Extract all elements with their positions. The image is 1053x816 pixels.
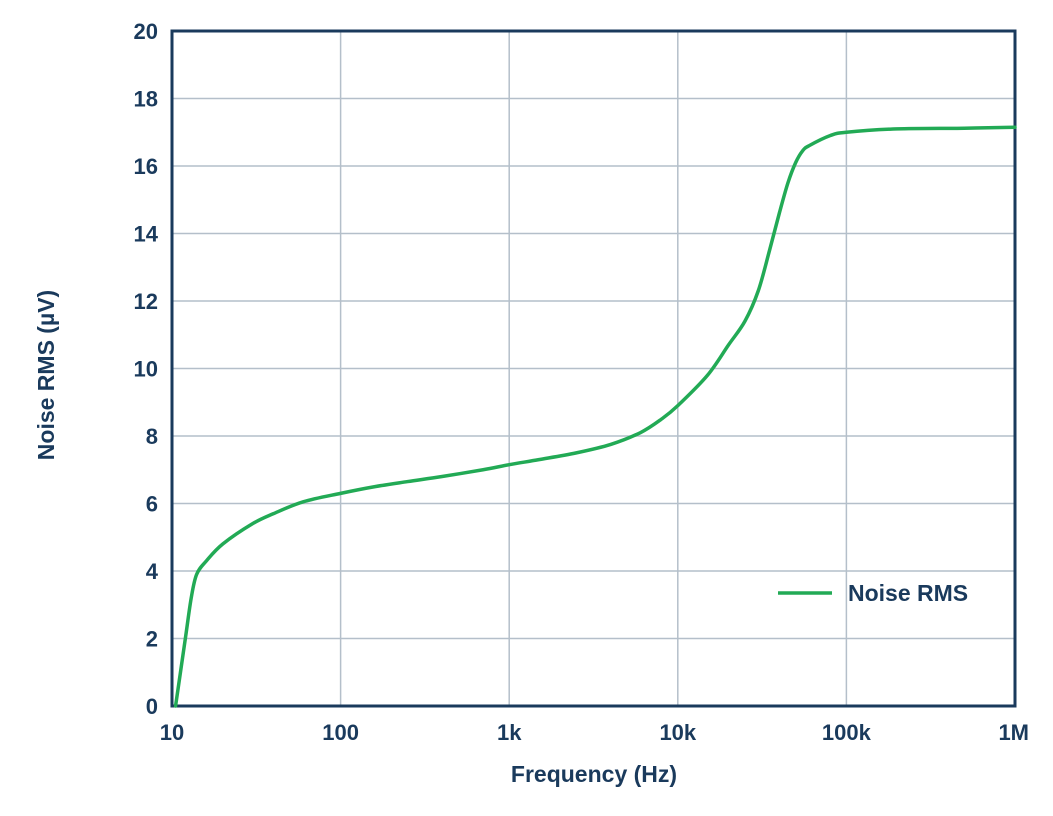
x-tick-label: 10k [659, 720, 696, 745]
x-tick-labels: 10 100 1k 10k 100k 1M [160, 720, 1029, 745]
y-tick-label: 12 [134, 289, 158, 314]
x-tick-label: 100k [822, 720, 872, 745]
x-tick-label: 1k [497, 720, 522, 745]
y-axis-title: Noise RMS (µV) [33, 290, 59, 460]
y-tick-label: 14 [134, 222, 159, 247]
x-tick-label: 10 [160, 720, 184, 745]
y-tick-label: 18 [134, 87, 158, 112]
legend: Noise RMS [778, 580, 968, 606]
x-tick-label: 100 [322, 720, 359, 745]
y-tick-label: 20 [134, 19, 158, 44]
y-tick-label: 4 [146, 559, 159, 584]
y-tick-label: 0 [146, 694, 158, 719]
y-tick-label: 8 [146, 424, 158, 449]
x-tick-label: 1M [998, 720, 1029, 745]
y-tick-label: 6 [146, 492, 158, 517]
x-axis-title: Frequency (Hz) [511, 761, 677, 787]
y-tick-label: 10 [134, 357, 158, 382]
y-tick-labels: 0 2 4 6 8 10 12 14 16 18 20 [134, 19, 159, 719]
y-tick-label: 16 [134, 154, 158, 179]
noise-rms-line [173, 125, 1017, 708]
plot-frame [170, 29, 1017, 708]
y-tick-label: 2 [146, 627, 158, 652]
legend-label: Noise RMS [848, 580, 968, 606]
